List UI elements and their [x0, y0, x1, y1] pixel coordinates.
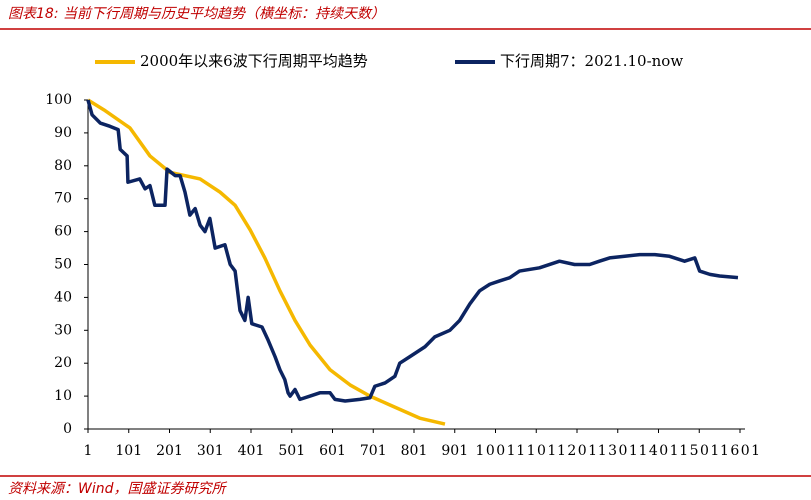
x-tick-label: 201 [156, 443, 183, 459]
source: 资料来源：Wind，国盛证券研究所 [8, 481, 227, 497]
x-tick-label: 1201 [557, 443, 597, 459]
x-tick-label: 401 [238, 443, 265, 459]
y-tick-label: 20 [54, 355, 72, 371]
x-tick-label: 101 [115, 443, 142, 459]
y-tick-label: 70 [54, 191, 72, 207]
y-tick-label: 30 [54, 322, 72, 338]
x-tick-label: 901 [441, 443, 468, 459]
x-tick-label: 1501 [679, 443, 719, 459]
y-tick-label: 100 [45, 92, 72, 108]
series-line [86, 99, 739, 403]
y-tick-label: 40 [54, 289, 72, 305]
x-tick-label: 1301 [598, 443, 638, 459]
y-tick-label: 50 [54, 257, 72, 273]
x-tick-label: 301 [197, 443, 224, 459]
chart-title: 图表18: 当前下行周期与历史平均趋势（横坐标：持续天数） [8, 6, 385, 22]
x-tick-label: 1601 [720, 443, 760, 459]
y-tick-label: 90 [54, 125, 72, 141]
y-tick-label: 0 [63, 421, 72, 437]
x-tick-label: 1 [84, 443, 93, 459]
x-tick-label: 1001 [476, 443, 516, 459]
y-tick-label: 10 [54, 388, 72, 404]
y-tick-label: 80 [54, 158, 72, 174]
x-tick-label: 601 [319, 443, 346, 459]
y-tick-label: 60 [54, 224, 72, 240]
legend-label: 下行周期7：2021.10-now [500, 52, 683, 70]
x-tick-label: 701 [360, 443, 387, 459]
x-tick-label: 1101 [516, 443, 556, 459]
x-tick-label: 1401 [639, 443, 679, 459]
series-line [87, 98, 446, 426]
x-tick-label: 501 [278, 443, 305, 459]
x-tick-label: 801 [401, 443, 428, 459]
legend-label: 2000年以来6波下行周期平均趋势 [140, 52, 368, 70]
